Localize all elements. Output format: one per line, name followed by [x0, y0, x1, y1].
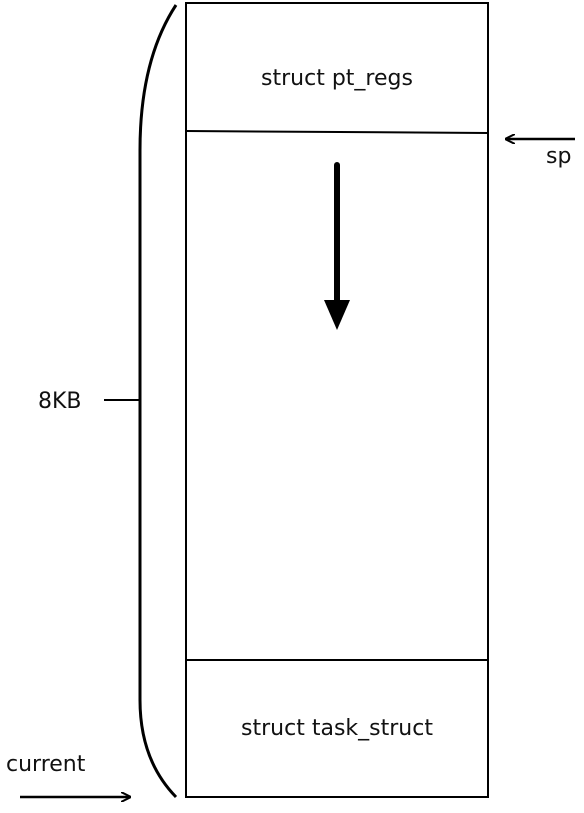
task-struct-region-label: struct task_struct [241, 716, 433, 741]
pt-regs-divider [185, 130, 489, 134]
size-label: 8KB [38, 389, 82, 414]
stack-growth-arrow-head [324, 300, 350, 330]
size-brace [138, 4, 178, 799]
pt-regs-region-label: struct pt_regs [261, 66, 413, 91]
stack-block [185, 2, 489, 798]
sp-label: sp [546, 144, 571, 169]
current-label: current [6, 752, 86, 777]
